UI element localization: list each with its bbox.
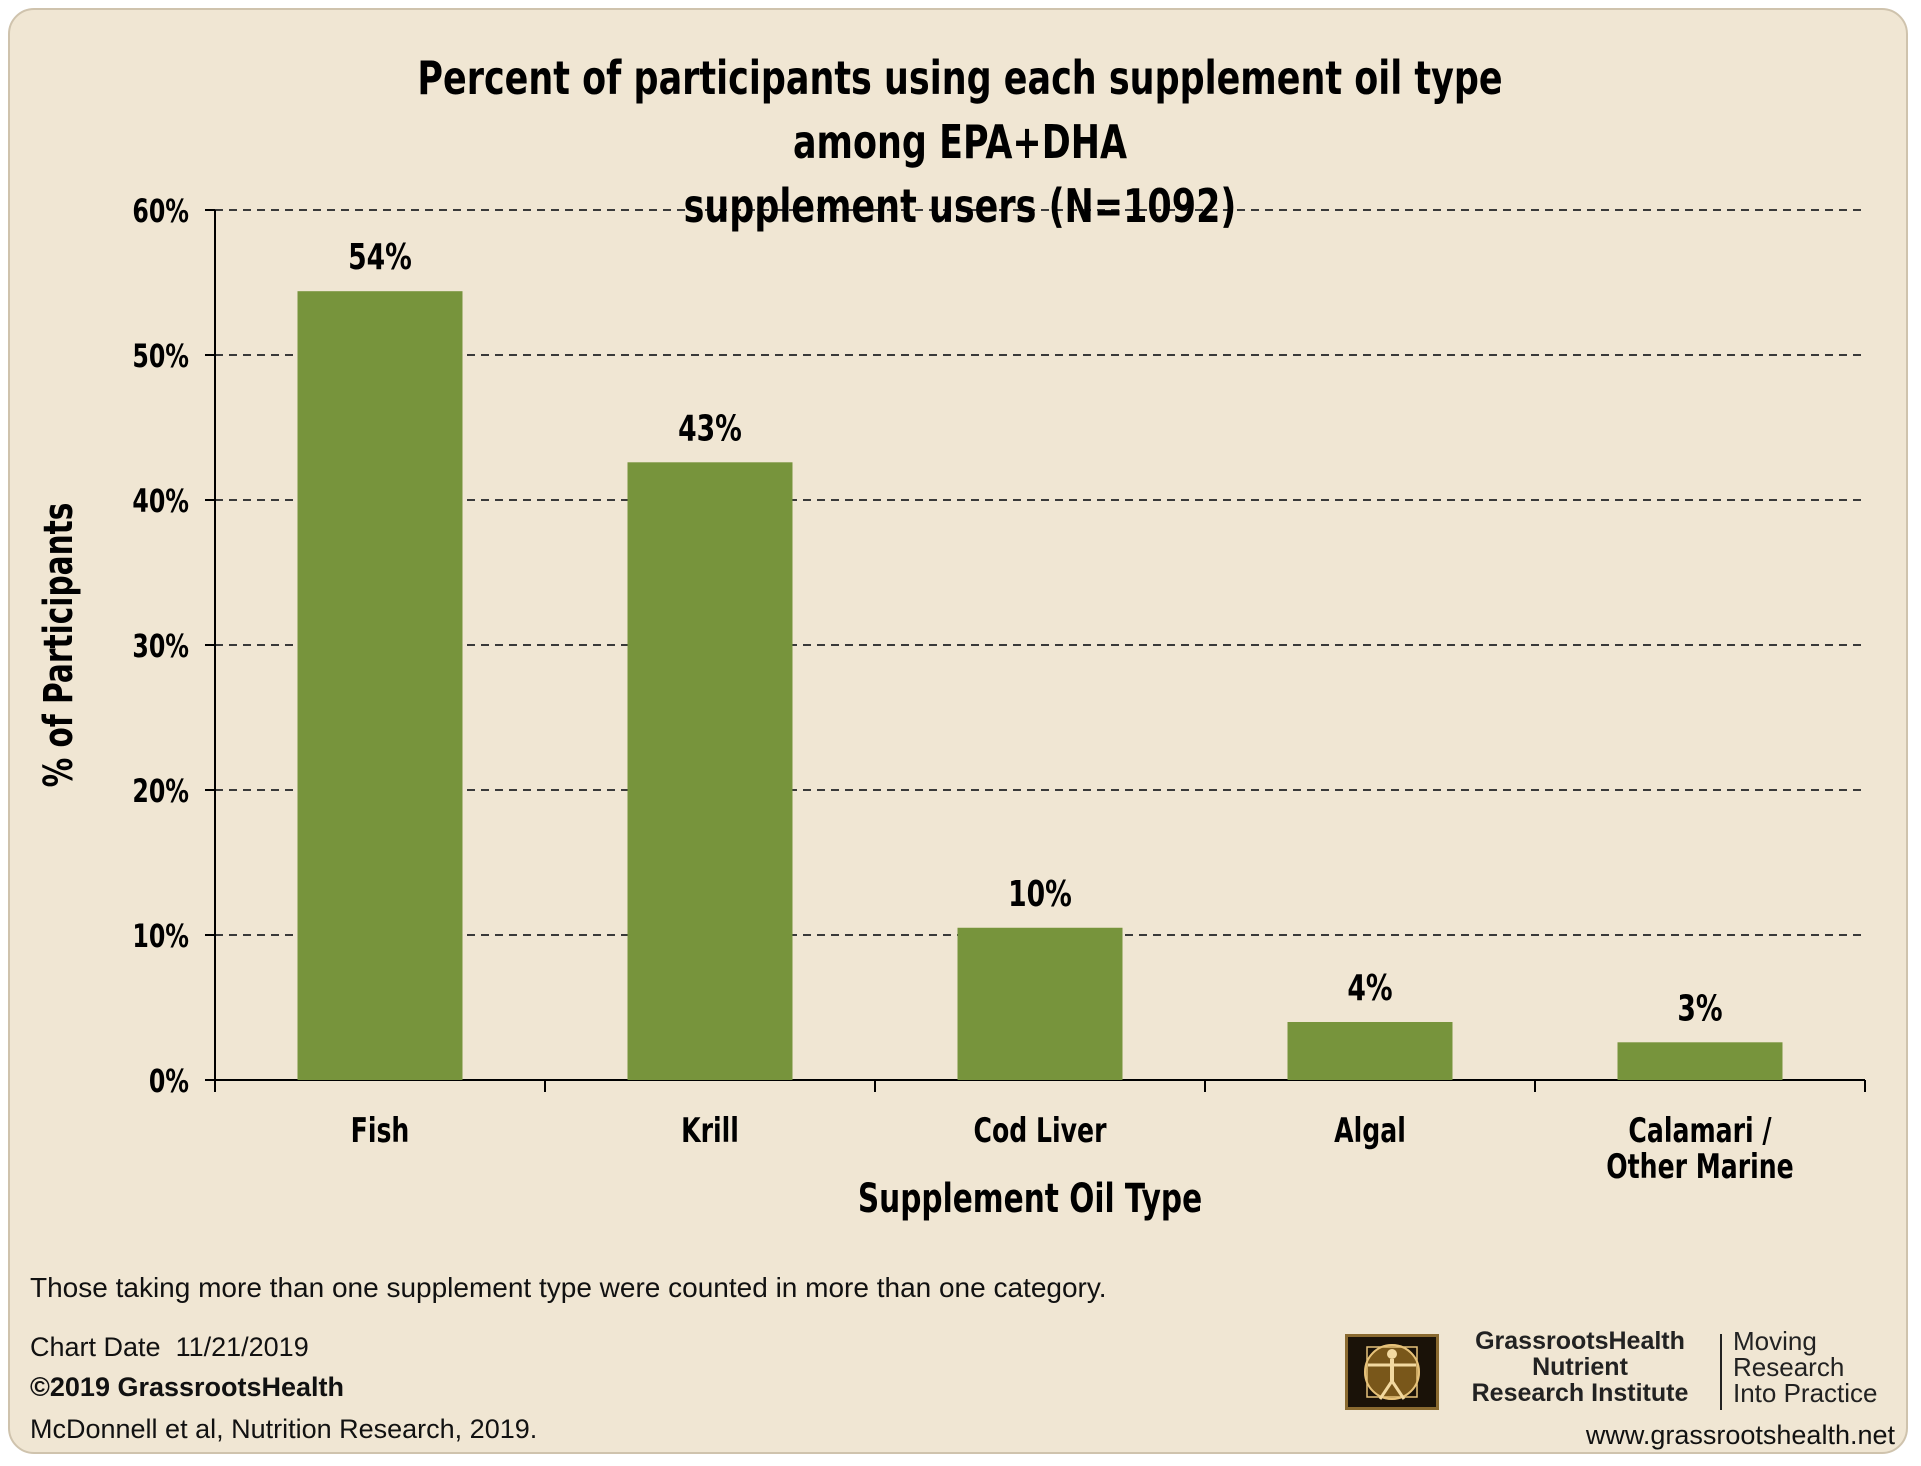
bar — [1287, 1022, 1453, 1080]
data-label-group: 43% — [678, 408, 742, 449]
x-tick-label: Other Marine — [1606, 1147, 1793, 1187]
bar — [957, 927, 1123, 1080]
brand-block: GrassrootsHealth Nutrient Research Insti… — [1335, 1320, 1905, 1452]
data-label: 4% — [1347, 968, 1392, 1009]
y-tick-label-group: 60% — [132, 192, 189, 230]
x-tick-label: Algal — [1334, 1111, 1406, 1151]
data-label: 43% — [678, 408, 742, 449]
brand-name-line-2: Nutrient — [1532, 1353, 1628, 1381]
data-label: 3% — [1677, 988, 1722, 1029]
chart-card: 0% 10% 20% 30% 40% 50% 60% 54% Fish 43% Krill 10% Co… — [8, 8, 1908, 1454]
x-axis-title: Supplement Oil Type — [858, 1176, 1202, 1223]
y-tick-label: 10% — [132, 917, 189, 955]
brand-name-line-3: Research Institute — [1471, 1379, 1689, 1407]
chart-date: Chart Date 11/21/2019 — [30, 1332, 309, 1363]
data-label-group: 10% — [1008, 874, 1072, 915]
y-tick-label: 30% — [132, 627, 189, 665]
y-tick-label-group: 20% — [132, 772, 189, 810]
x-tick-label: Calamari / — [1628, 1111, 1771, 1151]
citation: McDonnell et al, Nutrition Research, 201… — [30, 1414, 538, 1444]
brand-tagline-line-3: Into Practice — [1733, 1378, 1878, 1408]
y-tick-label-group: 40% — [132, 482, 189, 520]
y-axis-title-group: % of Participants — [36, 503, 83, 788]
x-tick-label-group: Fish — [351, 1111, 410, 1151]
y-tick-label-group: 50% — [132, 337, 189, 375]
data-label-group: 4% — [1347, 968, 1392, 1009]
y-tick-label-group: 30% — [132, 627, 189, 665]
chart-date-label: Chart Date — [30, 1332, 161, 1362]
y-axis-title: % of Participants — [36, 503, 83, 788]
brand-divider — [1720, 1334, 1722, 1410]
brand-name: GrassrootsHealth Nutrient Research Insti… — [1450, 1328, 1710, 1406]
data-label-group: 54% — [348, 237, 412, 278]
x-tick-label-group: Calamari / — [1628, 1111, 1771, 1151]
title-line-1: Percent of participants using each suppl… — [417, 51, 1503, 169]
brand-tagline-line-2: Research — [1733, 1352, 1845, 1382]
brand-tagline-line-1: Moving — [1733, 1326, 1817, 1356]
x-tick-label: Cod Liver — [974, 1111, 1107, 1151]
y-tick-label-group: 0% — [149, 1062, 189, 1100]
title-line-2: supplement users (N=1092) — [683, 179, 1237, 233]
brand-tagline: Moving Research Into Practice — [1733, 1328, 1878, 1406]
brand-name-line-1: GrassrootsHealth — [1475, 1327, 1685, 1355]
chart-date-value: 11/21/2019 — [175, 1332, 309, 1362]
y-tick-label-group: 10% — [132, 917, 189, 955]
bar — [627, 462, 793, 1080]
copyright: ©2019 GrassrootsHealth — [30, 1372, 345, 1402]
y-tick-label: 0% — [149, 1062, 189, 1100]
x-tick-label-group: Algal — [1334, 1111, 1406, 1151]
y-tick-label: 50% — [132, 337, 189, 375]
bar — [297, 291, 463, 1080]
x-tick-label: Fish — [351, 1111, 410, 1151]
x-tick-label-group: Cod Liver — [974, 1111, 1107, 1151]
x-tick-label-group: Krill — [681, 1111, 739, 1151]
x-tick-label: Krill — [681, 1111, 739, 1151]
vitruvian-logo-icon — [1345, 1334, 1439, 1410]
data-label: 54% — [348, 237, 412, 278]
y-tick-label: 40% — [132, 482, 189, 520]
data-label-group: 3% — [1677, 988, 1722, 1029]
y-tick-label: 20% — [132, 772, 189, 810]
bar — [1617, 1042, 1783, 1080]
x-tick-label-group: Other Marine — [1606, 1147, 1793, 1187]
chart-title: Percent of participants using each suppl… — [352, 46, 1568, 238]
data-label: 10% — [1008, 874, 1072, 915]
x-axis-title-group: Supplement Oil Type — [858, 1176, 1202, 1223]
footnote: Those taking more than one supplement ty… — [30, 1272, 1107, 1303]
bar-chart: 0% 10% 20% 30% 40% 50% 60% 54% Fish 43% Krill 10% Co… — [36, 192, 1866, 1223]
brand-url[interactable]: www.grassrootshealth.net — [1585, 1420, 1895, 1450]
y-tick-label: 60% — [132, 192, 189, 230]
